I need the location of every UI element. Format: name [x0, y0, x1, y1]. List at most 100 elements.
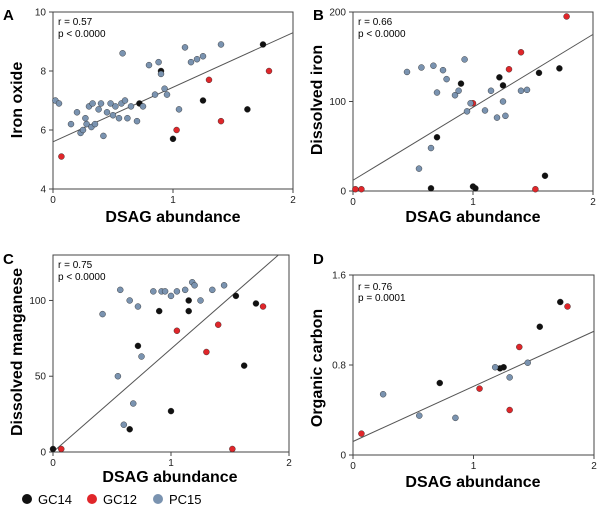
- y-tick-label-a: 8: [40, 67, 46, 78]
- point-gc14-b: [535, 69, 543, 77]
- point-gc14-b: [427, 185, 435, 192]
- point-pc15-c: [138, 353, 145, 360]
- point-pc15-a: [193, 56, 201, 63]
- x-tick-label-a: 2: [290, 195, 296, 206]
- x-tick-label-d: 2: [591, 461, 597, 472]
- point-gc14-c: [126, 426, 133, 433]
- point-pc15-c: [161, 288, 169, 295]
- legend-swatch-pc15: [153, 494, 163, 504]
- point-pc15-a: [109, 112, 117, 119]
- x-tick-label-b: 2: [590, 197, 596, 208]
- point-pc15-a: [217, 41, 225, 48]
- x-tick-label-a: 1: [170, 195, 176, 206]
- panel-letter-d: D: [313, 251, 324, 268]
- point-pc15-b: [455, 87, 462, 94]
- y-tick-label-c: 50: [35, 372, 47, 383]
- ticks-a: 0 1 2 4 6 8 10: [35, 8, 296, 207]
- point-gc14-b: [496, 74, 503, 81]
- stat-r-c: r = 0.75: [58, 260, 93, 271]
- points-b: [352, 13, 570, 193]
- y-tick-label-c: 0: [40, 448, 46, 459]
- point-gc12-b: [352, 186, 359, 193]
- stat-p-b: p < 0.0000: [358, 29, 406, 40]
- point-pc15-b: [517, 87, 525, 94]
- stat-r-a: r = 0.57: [58, 17, 93, 28]
- point-pc15-a: [161, 85, 168, 92]
- point-gc12-c: [259, 303, 267, 310]
- point-gc14-c: [252, 300, 260, 307]
- point-pc15-c: [134, 303, 142, 310]
- x-axis-title-c: DSAG abundance: [102, 469, 237, 486]
- point-pc15-a: [121, 97, 129, 104]
- legend-label-pc15: PC15: [169, 492, 202, 507]
- y-axis-title-b: Dissolved iron: [309, 45, 326, 155]
- panel-c: C DSAG abundance Dissolved manganese r =…: [3, 251, 292, 486]
- point-pc15-a: [145, 61, 153, 69]
- x-axis-title-d: DSAG abundance: [405, 474, 540, 491]
- y-tick-label-a: 6: [40, 126, 46, 137]
- y-axis-title-c: Dissolved manganese: [9, 268, 26, 436]
- y-axis-title-a: Iron oxide: [9, 62, 26, 139]
- plot-frame-c: [52, 254, 290, 453]
- legend-swatch-gc12: [87, 494, 97, 504]
- x-axis-title-b: DSAG abundance: [405, 209, 540, 226]
- point-pc15-b: [461, 56, 468, 63]
- stat-r-d: r = 0.76: [358, 282, 393, 293]
- x-tick-label-c: 1: [168, 458, 174, 469]
- point-pc15-d: [379, 391, 387, 398]
- point-gc14-b: [457, 80, 465, 87]
- point-pc15-b: [427, 144, 435, 152]
- y-tick-label-d: 0.8: [332, 361, 346, 372]
- point-gc12-d: [516, 343, 523, 351]
- y-tick-label-b: 200: [329, 8, 346, 19]
- point-pc15-a: [151, 91, 159, 98]
- point-pc15-b: [493, 114, 501, 121]
- point-pc15-a: [107, 100, 114, 107]
- stat-p-a: p < 0.0000: [58, 29, 106, 40]
- point-pc15-b: [451, 92, 459, 99]
- x-axis-title-a: DSAG abundance: [105, 209, 240, 226]
- point-pc15-a: [82, 114, 89, 122]
- point-gc12-a: [58, 153, 65, 160]
- point-gc12-c: [173, 327, 181, 334]
- point-pc15-d: [506, 374, 513, 381]
- point-pc15-a: [163, 91, 171, 98]
- y-tick-label-a: 10: [35, 8, 47, 19]
- point-pc15-b: [403, 68, 411, 76]
- point-gc14-c: [167, 407, 175, 415]
- point-pc15-c: [191, 282, 198, 289]
- point-pc15-d: [524, 359, 531, 366]
- point-gc14-b: [472, 185, 479, 192]
- x-tick-label-a: 0: [50, 195, 56, 206]
- point-pc15-b: [467, 100, 474, 107]
- point-pc15-a: [133, 117, 141, 125]
- point-gc12-b: [517, 49, 525, 56]
- point-pc15-a: [91, 120, 99, 128]
- point-gc14-b: [433, 134, 441, 141]
- y-tick-label-a: 4: [40, 185, 46, 196]
- point-pc15-a: [187, 58, 195, 66]
- point-pc15-b: [430, 62, 437, 69]
- point-pc15-b: [499, 98, 507, 105]
- point-pc15-c: [130, 400, 137, 407]
- y-tick-label-b: 0: [340, 187, 346, 198]
- point-pc15-c: [150, 288, 157, 295]
- point-gc14-b: [541, 172, 549, 179]
- point-pc15-a: [55, 100, 63, 107]
- panel-letter-c: C: [3, 251, 14, 268]
- fit-line-d: [352, 330, 595, 442]
- point-pc15-a: [199, 53, 207, 60]
- point-gc14-c: [49, 445, 57, 453]
- legend-item-gc12: GC12: [87, 492, 137, 507]
- point-pc15-a: [89, 100, 96, 107]
- point-gc14-a: [259, 41, 267, 48]
- point-pc15-a: [124, 114, 131, 122]
- x-tick-label-c: 2: [286, 458, 292, 469]
- point-gc14-a: [169, 135, 177, 143]
- stat-r-b: r = 0.66: [358, 17, 393, 28]
- point-pc15-b: [418, 64, 425, 71]
- point-pc15-c: [117, 286, 124, 294]
- point-pc15-a: [95, 106, 102, 113]
- point-pc15-c: [126, 297, 133, 304]
